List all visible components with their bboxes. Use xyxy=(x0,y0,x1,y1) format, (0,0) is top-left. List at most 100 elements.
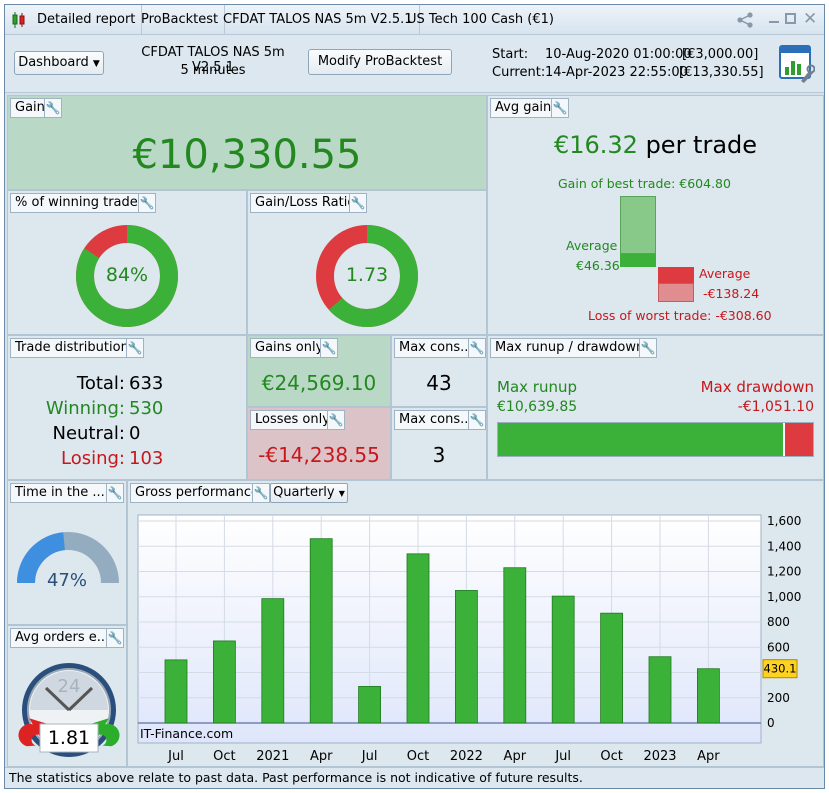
y-tick-label: 1,400 xyxy=(767,539,801,553)
total-label: Total: xyxy=(76,373,125,394)
donut-gain-arc xyxy=(316,225,418,327)
title-bar: Detailed report ProBacktest CFDAT TALOS … xyxy=(5,5,824,35)
wrench-icon[interactable]: 🔧 xyxy=(551,98,569,118)
runup-bar-fill xyxy=(498,423,785,456)
winning-trades-panel: % of winning trades 🔧 84% xyxy=(7,190,247,335)
timeframe: 5 minutes xyxy=(180,63,246,78)
wrench-icon[interactable]: 🔧 xyxy=(327,410,345,430)
time-in-market-gauge xyxy=(17,532,119,584)
chart-bar[interactable] xyxy=(309,538,333,724)
wrench-icon[interactable]: 🔧 xyxy=(320,338,338,358)
avg-orders-panel: Avg orders e... 🔧 24 1.81 xyxy=(7,625,127,767)
losing-value: 103 xyxy=(129,448,164,469)
tab-detailed-report[interactable]: Detailed report xyxy=(31,5,143,35)
modify-probacktest-button[interactable]: Modify ProBacktest xyxy=(308,49,452,75)
wrench-icon[interactable]: 🔧 xyxy=(44,98,62,118)
chart-bar[interactable] xyxy=(261,598,285,724)
gains-only-value: €24,569.10 xyxy=(261,371,377,395)
dashboard-dropdown[interactable]: Dashboard ▼ xyxy=(14,51,104,75)
winning-trades-title: % of winning trades xyxy=(10,193,150,213)
max-cons-wins-panel: Max cons... 🔧 43 xyxy=(391,335,487,407)
current-value-label: 430.1 xyxy=(764,662,797,676)
wrench-icon[interactable]: 🔧 xyxy=(138,193,156,213)
current-label: Current: xyxy=(492,65,546,80)
wrench-icon[interactable]: 🔧 xyxy=(106,628,124,648)
y-tick-label: 1,600 xyxy=(767,514,801,528)
ratio-donut xyxy=(316,225,418,327)
x-tick-label: Oct xyxy=(407,749,429,764)
gross-performance-title: Gross performance xyxy=(130,483,265,503)
chart-bar[interactable] xyxy=(551,595,575,724)
chart-bar[interactable] xyxy=(697,668,720,724)
max-cons-wins-value: 43 xyxy=(426,371,452,395)
x-tick-label: Oct xyxy=(600,749,622,764)
losses-only-value: -€14,238.55 xyxy=(258,443,380,467)
total-value: 633 xyxy=(129,373,164,394)
max-runup-label: Max runup xyxy=(497,378,577,396)
gain-loss-ratio-value: 1.73 xyxy=(345,264,389,286)
avg-gain-bar xyxy=(620,254,656,267)
candlestick-icon xyxy=(11,11,27,29)
chart-bar[interactable] xyxy=(503,567,527,724)
gauge-fill-arc xyxy=(17,532,66,584)
x-tick-label: 2022 xyxy=(450,749,483,764)
x-tick-label: 2023 xyxy=(643,749,676,764)
neutral-label: Neutral: xyxy=(52,423,125,444)
gain-loss-ratio-panel: Gain/Loss Ratio 🔧 1.73 xyxy=(247,190,487,335)
tab-strategy[interactable]: CFDAT TALOS NAS 5m V2.5.1 xyxy=(217,5,420,35)
x-tick-label: Apr xyxy=(697,749,720,764)
gains-only-title: Gains only xyxy=(250,338,329,358)
chart-bar[interactable] xyxy=(164,659,188,724)
avg-orders-title: Avg orders e... xyxy=(10,628,115,648)
avg-negative-label: Average xyxy=(699,266,751,281)
wrench-icon[interactable]: 🔧 xyxy=(126,338,144,358)
time-in-market-value: 47% xyxy=(46,570,87,591)
avg-gain-suffix: per trade xyxy=(645,131,758,159)
chart-bar[interactable] xyxy=(213,640,236,724)
gain-value: €10,330.55 xyxy=(132,132,362,178)
chevron-down-icon: ▼ xyxy=(92,59,100,69)
worst-trade-bar xyxy=(658,283,694,302)
wrench-icon[interactable]: 🔧 xyxy=(106,483,124,503)
trade-distribution-panel: Trade distribution 🔧 Total: 633 Winning:… xyxy=(7,335,247,480)
wrench-icon[interactable]: 🔧 xyxy=(639,338,657,358)
wrench-icon[interactable]: 🔧 xyxy=(252,483,270,503)
wrench-icon[interactable]: 🔧 xyxy=(349,193,367,213)
period-dropdown[interactable]: Quarterly ▼ xyxy=(270,483,348,503)
chart-bar[interactable] xyxy=(406,553,430,724)
avg-loss-bar xyxy=(658,267,694,283)
disclaimer-footer: The statistics above relate to past data… xyxy=(5,767,824,788)
start-label: Start: xyxy=(492,47,529,62)
losses-only-title: Losses only xyxy=(250,410,335,430)
gain-panel: Gain 🔧 €10,330.55 xyxy=(7,95,487,190)
chart-bar[interactable] xyxy=(648,656,672,724)
x-tick-label: Oct xyxy=(213,749,235,764)
strategy-name: CFDAT TALOS NAS 5m V2.5.1 xyxy=(141,45,285,75)
maximize-icon[interactable] xyxy=(785,13,796,24)
avg-positive-label: Average xyxy=(566,238,618,253)
avg-orders-value: 1.81 xyxy=(47,727,91,749)
y-tick-label: 800 xyxy=(767,615,790,629)
chart-bar[interactable] xyxy=(454,590,478,724)
tab-probacktest[interactable]: ProBacktest xyxy=(135,5,226,35)
chart-bar[interactable] xyxy=(358,685,382,724)
wrench-icon[interactable]: 🔧 xyxy=(468,338,486,358)
chevron-down-icon: ▼ xyxy=(338,489,345,498)
best-trade-bar xyxy=(620,196,656,254)
chart-settings-icon[interactable] xyxy=(777,43,816,83)
avg-gain-value: €16.32 xyxy=(553,131,638,159)
avg-positive-value: €46.36 xyxy=(576,258,620,273)
wrench-icon[interactable]: 🔧 xyxy=(468,410,486,430)
dial-label: 24 xyxy=(57,676,81,697)
gross-performance-panel: Gross performance 🔧 Quarterly ▼ 02004006… xyxy=(127,480,824,767)
share-icon[interactable] xyxy=(735,11,755,29)
max-cons-losses-panel: Max cons... 🔧 3 xyxy=(391,407,487,480)
chart-bar[interactable] xyxy=(600,612,624,724)
tab-instrument[interactable]: US Tech 100 Cash (€1) xyxy=(407,12,554,27)
minimize-icon[interactable] xyxy=(769,21,779,23)
close-icon[interactable]: ✕ xyxy=(803,9,818,29)
time-in-market-panel: Time in the ... 🔧 47% xyxy=(7,480,127,625)
winning-value: 530 xyxy=(129,398,164,419)
winning-donut xyxy=(76,225,178,327)
